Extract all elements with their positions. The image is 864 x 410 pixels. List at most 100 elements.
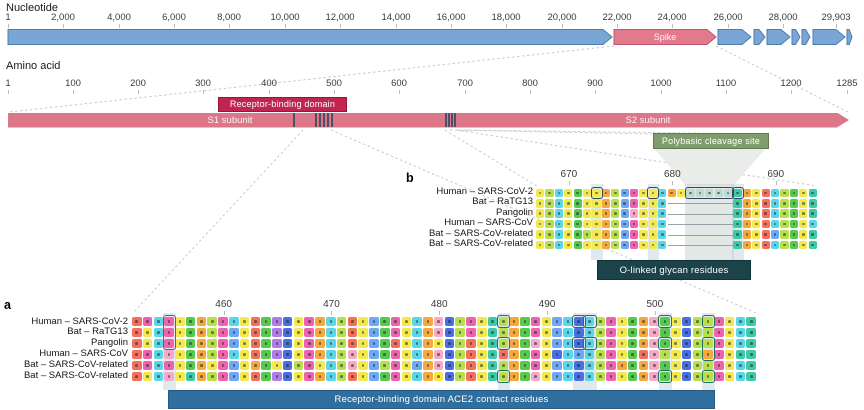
alignment-cell [379, 317, 390, 326]
amino-acid-tick-label: 1000 [650, 78, 672, 89]
residue-highlight-box [572, 315, 586, 329]
alignment-cell [229, 349, 239, 359]
alignment-cell [412, 317, 422, 326]
alignment-cell [175, 327, 185, 337]
alignment-cell [153, 317, 164, 326]
residue-highlight-box [701, 315, 716, 329]
alignment-cell [627, 317, 638, 326]
amino-acid-tick-label: 1285 [836, 78, 858, 89]
alignment-cell [573, 317, 584, 326]
alignment-gap [724, 224, 734, 226]
alignment-cell [692, 338, 703, 348]
alignment-cell [153, 327, 164, 337]
contact-residue-tick [451, 113, 453, 127]
alignment-cell [498, 338, 509, 348]
spike-protein-bar [8, 113, 849, 128]
alignment-cell [487, 327, 498, 337]
alignment-cell [735, 349, 746, 359]
alignment-cell [592, 198, 601, 208]
alignment-cell [261, 338, 271, 348]
alignment-cell [530, 360, 541, 370]
alignment-cell [390, 371, 401, 381]
connector-spike-to-aa-left [8, 45, 615, 113]
alignment-cell [498, 327, 509, 337]
alignment-position-mark [439, 310, 441, 315]
alignment-cell [584, 317, 595, 326]
alignment-cell [498, 360, 509, 370]
panel-a-letter: a [4, 298, 11, 312]
alignment-cell [229, 371, 239, 381]
amino-acid-tick-mark [8, 90, 9, 94]
alignment-cell [164, 338, 174, 348]
residue-highlight-box [590, 186, 603, 200]
alignment-cell [606, 327, 616, 337]
alignment-cell [315, 371, 325, 381]
alignment-cell [563, 349, 573, 359]
alignment-cell [627, 360, 638, 370]
alignment-cell [541, 349, 552, 359]
alignment-cell [563, 371, 573, 381]
alignment-cell [601, 209, 610, 219]
alignment-cell [620, 188, 629, 198]
alignment-cell [692, 327, 703, 337]
alignment-cell [660, 338, 670, 348]
alignment-cell [714, 338, 724, 348]
polybasic-cleavage-site-label: Polybasic cleavage site [653, 132, 769, 149]
alignment-cell [808, 209, 817, 219]
alignment-position-mark [654, 310, 656, 315]
amino-acid-tick-label: 1200 [780, 78, 802, 89]
alignment-cell [648, 240, 657, 250]
alignment-cell [660, 371, 670, 381]
alignment-cell [611, 230, 620, 239]
nucleotide-tick-mark [506, 24, 507, 28]
alignment-cell [401, 371, 412, 381]
nucleotide-tick-label: 8,000 [217, 12, 241, 23]
alignment-cell [638, 338, 649, 348]
amino-acid-tick-mark [847, 90, 848, 94]
alignment-cell [369, 371, 379, 381]
alignment-cell [476, 327, 487, 337]
contact-residue-tick [293, 113, 295, 127]
alignment-cell [789, 209, 798, 219]
alignment-cell [627, 327, 638, 337]
alignment-cell [606, 360, 616, 370]
alignment-cell [132, 327, 142, 337]
nucleotide-tick-label: 22,000 [602, 12, 632, 23]
alignment-cell [639, 188, 648, 198]
alignment-cell [185, 327, 196, 337]
alignment-cell [761, 198, 770, 208]
alignment-cell [520, 371, 530, 381]
connector-cleavage-to-panel-b-left [444, 129, 538, 187]
alignment-cell [771, 198, 780, 208]
alignment-cell [423, 360, 433, 370]
alignment-cell [185, 349, 196, 359]
alignment-cell [545, 230, 554, 239]
alignment-cell [573, 371, 584, 381]
alignment-gap [686, 244, 696, 247]
alignment-cell [315, 338, 325, 348]
alignment-cell [487, 371, 498, 381]
alignment-cell [573, 188, 582, 198]
row-label: Bat – RaTG13 [67, 326, 128, 338]
alignment-cell [261, 360, 271, 370]
alignment-cell [681, 371, 692, 381]
alignment-cell [369, 349, 379, 359]
alignment-cell [592, 188, 601, 198]
alignment-cell [498, 371, 509, 381]
amino-acid-tick-mark [269, 90, 270, 94]
alignment-cell [185, 338, 196, 348]
alignment-cell [799, 230, 808, 239]
alignment-cell [175, 349, 185, 359]
alignment-cell [724, 338, 735, 348]
alignment-cell [164, 327, 174, 337]
alignment-cell [536, 188, 545, 198]
alignment-gap [667, 244, 677, 247]
alignment-gap [695, 234, 706, 236]
alignment-gap [677, 244, 687, 247]
connector-cleavage-to-label-left [449, 129, 655, 135]
amino-acid-tick-mark [203, 90, 204, 94]
alignment-cell [196, 360, 207, 370]
alignment-cell [218, 317, 228, 326]
alignment-cell [401, 317, 412, 326]
